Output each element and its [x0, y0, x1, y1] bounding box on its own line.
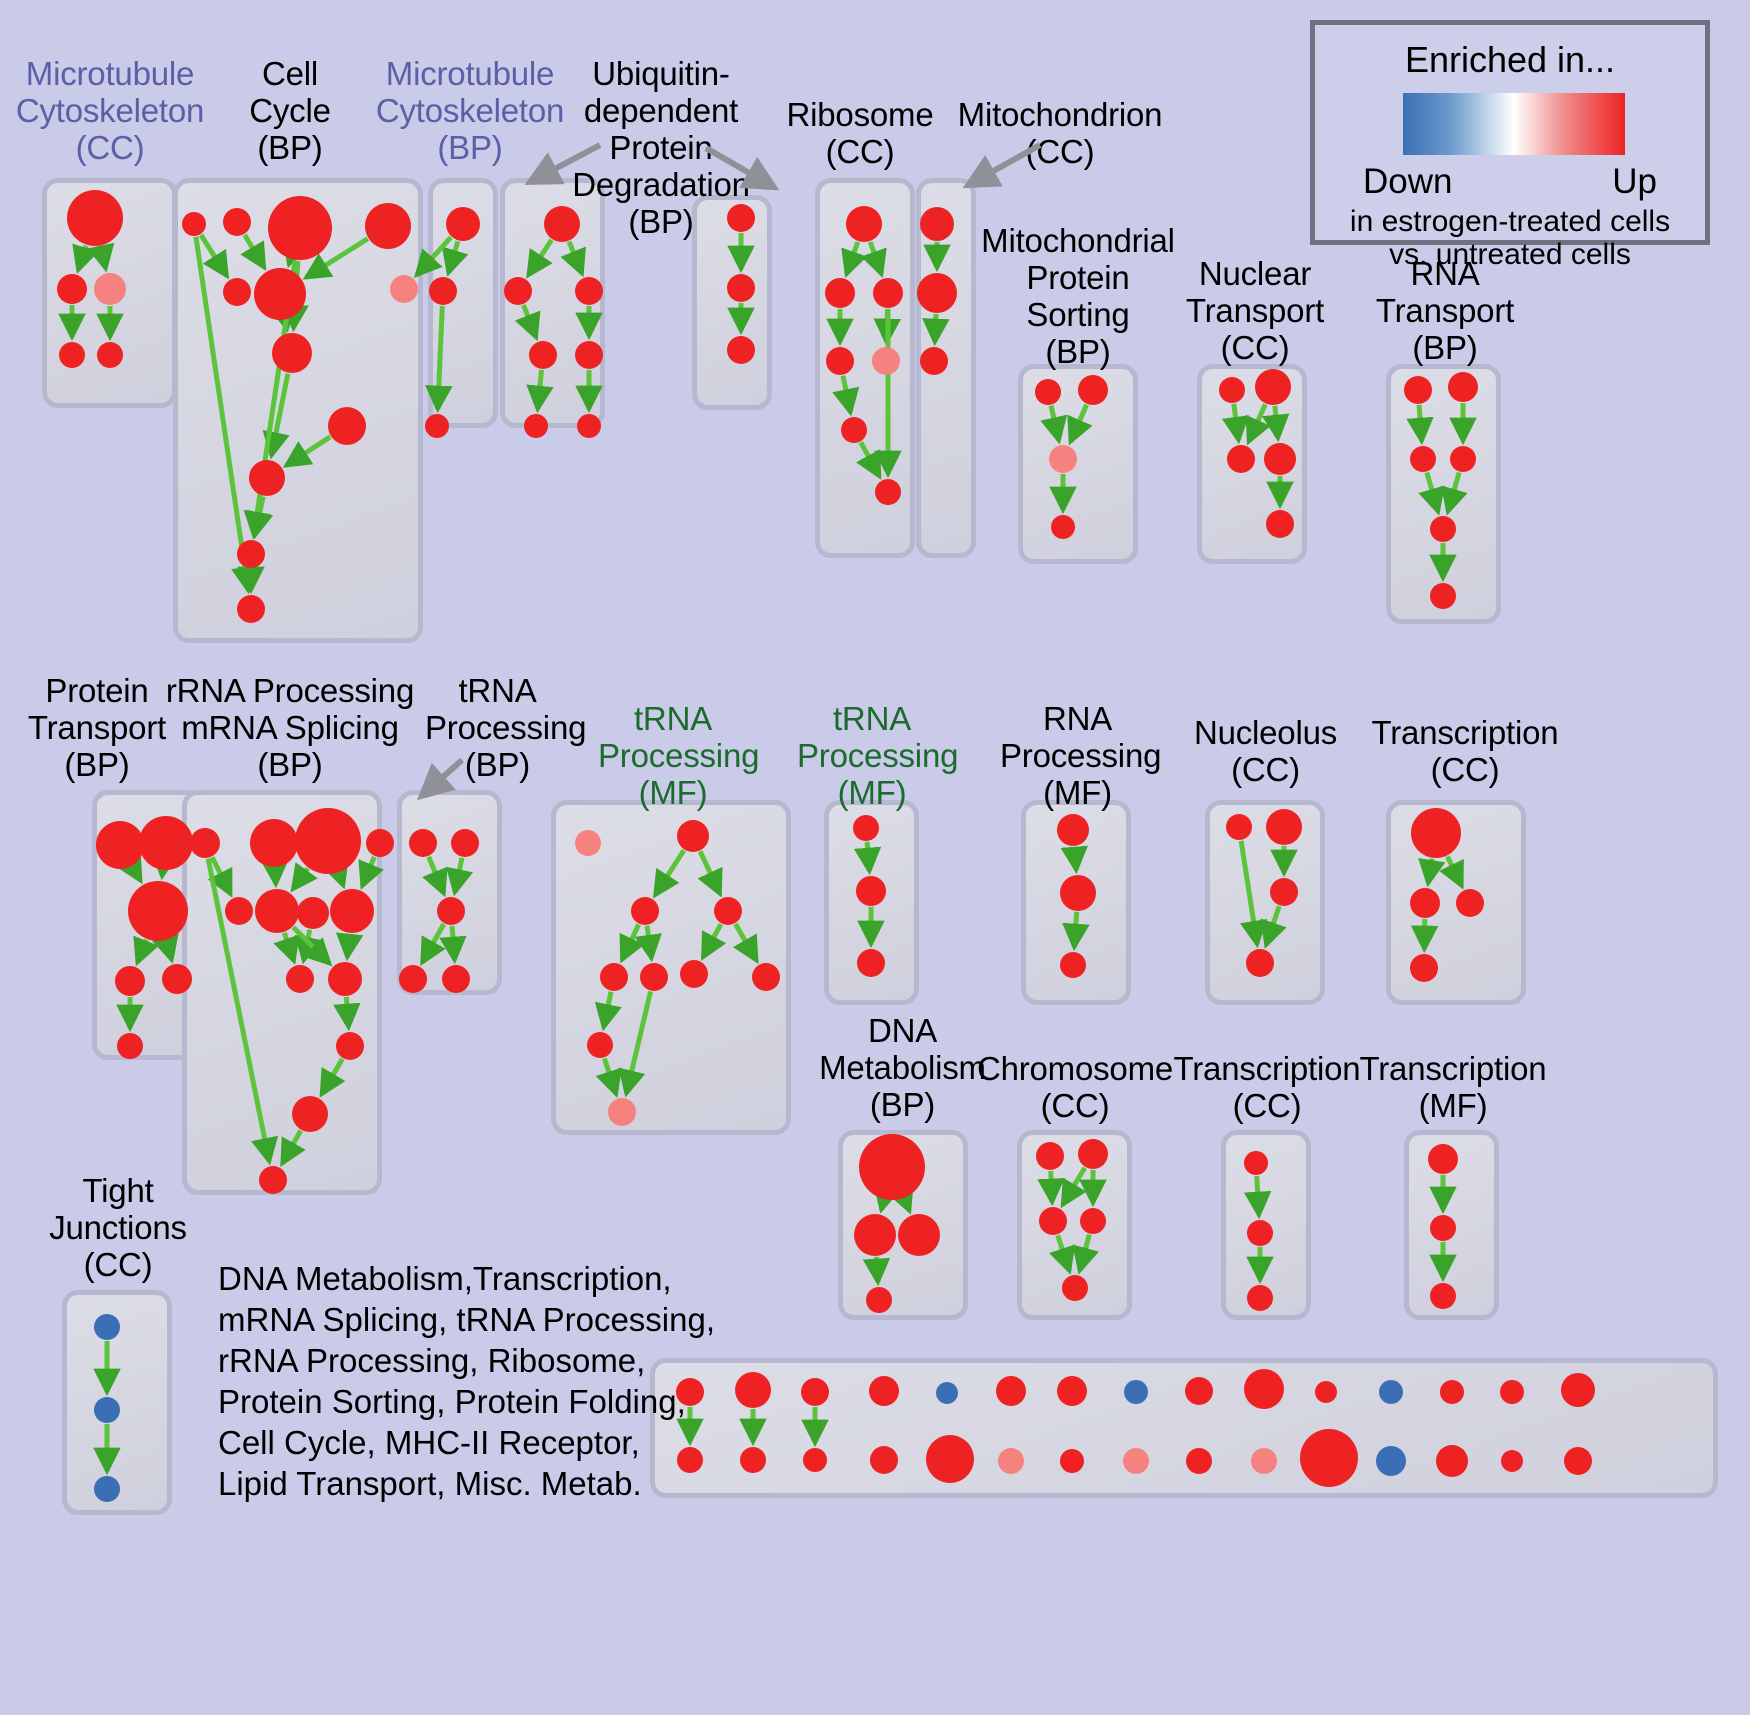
cluster-box: [1404, 1130, 1499, 1320]
cluster-box: [650, 1358, 1718, 1498]
label-mitochondrion-cc: Mitochondrion (CC): [957, 96, 1163, 170]
label-ubiquitin-protein-degradation-bp: Ubiquitin- dependent Protein Degradation…: [572, 55, 750, 240]
cluster-box: [1386, 800, 1526, 1005]
cluster-box: [1221, 1130, 1311, 1320]
label-transcription-cc-bottom: Transcription (CC): [1173, 1050, 1361, 1124]
cluster-box: [815, 178, 915, 558]
label-tight-junctions-cc: Tight Junctions (CC): [49, 1172, 187, 1283]
legend-box: Enriched in... Down Up in estrogen-treat…: [1310, 20, 1710, 271]
misc-category-list: DNA Metabolism,Transcription, mRNA Splic…: [218, 1260, 716, 1502]
cluster-box: [1197, 364, 1307, 564]
cluster-box: [1021, 800, 1131, 1005]
label-trna-processing-bp: tRNA Processing (BP): [425, 672, 587, 783]
cluster-box: [1386, 364, 1501, 624]
cluster-box: [824, 800, 919, 1005]
cluster-box: [62, 1290, 172, 1515]
label-microtubule-cytoskeleton-bp: Microtubule Cytoskeleton (BP): [375, 55, 565, 166]
label-microtubule-cytoskeleton-cc: Microtubule Cytoskeleton (CC): [15, 55, 205, 166]
label-trna-processing-mf-2: tRNA Processing (MF): [797, 700, 959, 811]
label-nucleolus-cc: Nucleolus (CC): [1193, 714, 1338, 788]
label-rna-processing-mf: RNA Processing (MF): [1000, 700, 1162, 811]
label-ribosome-cc: Ribosome (CC): [786, 96, 934, 170]
label-cell-cycle-bp: Cell Cycle (BP): [249, 55, 331, 166]
cluster-box: [173, 178, 423, 643]
label-rna-transport-bp: RNA Transport (BP): [1375, 255, 1515, 366]
cluster-box: [397, 790, 502, 995]
label-mitochondrial-protein-sorting-bp: Mitochondrial Protein Sorting (BP): [981, 222, 1175, 370]
cluster-box: [428, 178, 498, 428]
label-dna-metabolism-bp: DNA Metabolism (BP): [819, 1012, 986, 1123]
cluster-box: [1018, 364, 1138, 564]
legend-subtitle: in estrogen-treated cells vs. untreated …: [1349, 205, 1671, 271]
label-trna-processing-mf-1: tRNA Processing (MF): [598, 700, 760, 811]
label-protein-transport-bp: Protein Transport (BP): [27, 672, 167, 783]
label-transcription-cc-top: Transcription (CC): [1371, 714, 1559, 788]
legend-up-label: Up: [1612, 162, 1657, 201]
cluster-box: [692, 195, 772, 410]
label-chromosome-cc: Chromosome (CC): [976, 1050, 1174, 1124]
legend-down-label: Down: [1363, 162, 1453, 201]
cluster-box: [916, 178, 976, 558]
cluster-box: [551, 800, 791, 1135]
legend-color-gradient: [1403, 93, 1625, 155]
cluster-box: [1205, 800, 1325, 1005]
label-nuclear-transport-cc: Nuclear Transport (CC): [1185, 255, 1325, 366]
legend-title: Enriched in...: [1404, 39, 1616, 80]
cluster-box: [182, 790, 382, 1195]
label-rrna-mrna-splicing-bp: rRNA Processing mRNA Splicing (BP): [165, 672, 415, 783]
cluster-box: [42, 178, 177, 408]
label-transcription-mf: Transcription (MF): [1359, 1050, 1547, 1124]
cluster-box: [838, 1130, 968, 1320]
cluster-box: [1017, 1130, 1132, 1320]
